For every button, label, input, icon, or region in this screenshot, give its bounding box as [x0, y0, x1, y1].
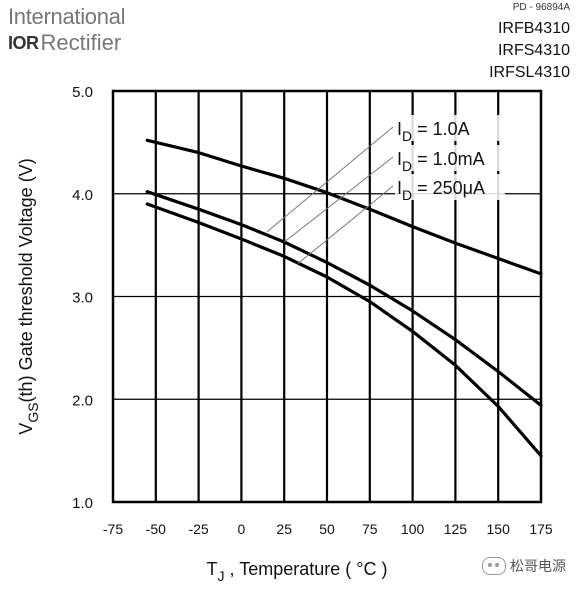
series-curve — [145, 190, 543, 407]
series-label-background — [395, 115, 505, 141]
ir-logo-mark: IOR — [8, 32, 39, 53]
series-label: ID = 250μA — [397, 178, 485, 203]
x-tick-label: -50 — [146, 521, 166, 537]
logo-line-international: International — [8, 4, 126, 29]
x-tick-label: 100 — [401, 521, 425, 537]
series-label-background — [395, 174, 505, 200]
series-label-background — [395, 145, 505, 171]
part-number-list: IRFB4310 IRFS4310 IRFSL4310 — [489, 18, 570, 84]
x-tick-label: 175 — [529, 521, 553, 537]
series-label: ID = 1.0mA — [397, 149, 485, 174]
leader-layer — [266, 126, 394, 265]
watermark: 松哥电源 — [482, 556, 566, 576]
y-tick-label: 5.0 — [72, 84, 93, 101]
y-tick-label: 4.0 — [72, 187, 93, 204]
x-tick-label: -75 — [103, 521, 123, 537]
tick-layer: -75 -50 -25 0 25 50 75 100 125 150 175 1.0 2.0 3.0 4.0… — [72, 84, 553, 537]
y-tick-label: 1.0 — [72, 495, 93, 512]
document-number: PD - 96894A — [512, 2, 570, 13]
x-tick-label: 0 — [238, 521, 246, 537]
part-number: IRFSL4310 — [489, 64, 570, 81]
plot-frame — [111, 89, 543, 504]
y-tick-label: 3.0 — [72, 290, 93, 307]
x-tick-label: 50 — [319, 521, 335, 537]
x-tick-label: 75 — [362, 521, 378, 537]
watermark-text: 松哥电源 — [510, 559, 566, 575]
x-tick-label: -25 — [188, 521, 208, 537]
leader-line — [297, 185, 394, 265]
y-axis-label: VGS(th) Gate threshold Voltage (V) — [16, 158, 41, 434]
part-number: IRFS4310 — [497, 42, 570, 59]
x-tick-label: 150 — [487, 521, 511, 537]
logo-rectifier-text: Rectifier — [40, 30, 122, 55]
part-number: IRFB4310 — [497, 20, 570, 37]
x-tick-label: 125 — [444, 521, 468, 537]
x-axis-label: TJ , Temperature ( °C ) — [207, 559, 388, 584]
series-curve — [145, 202, 543, 458]
series-label-layer: ID = 1.0A ID = 1.0mA ID = 250μA — [395, 115, 505, 203]
wechat-icon — [482, 557, 506, 575]
logo-line-rectifier: IOR Rectifier — [8, 30, 121, 56]
y-tick-label: 2.0 — [72, 392, 93, 409]
x-tick-label: 25 — [276, 521, 292, 537]
series-label: ID = 1.0A — [397, 119, 470, 144]
leader-line — [283, 156, 394, 243]
leader-line — [266, 126, 394, 233]
series-curve — [145, 138, 543, 276]
series-layer — [145, 138, 543, 458]
